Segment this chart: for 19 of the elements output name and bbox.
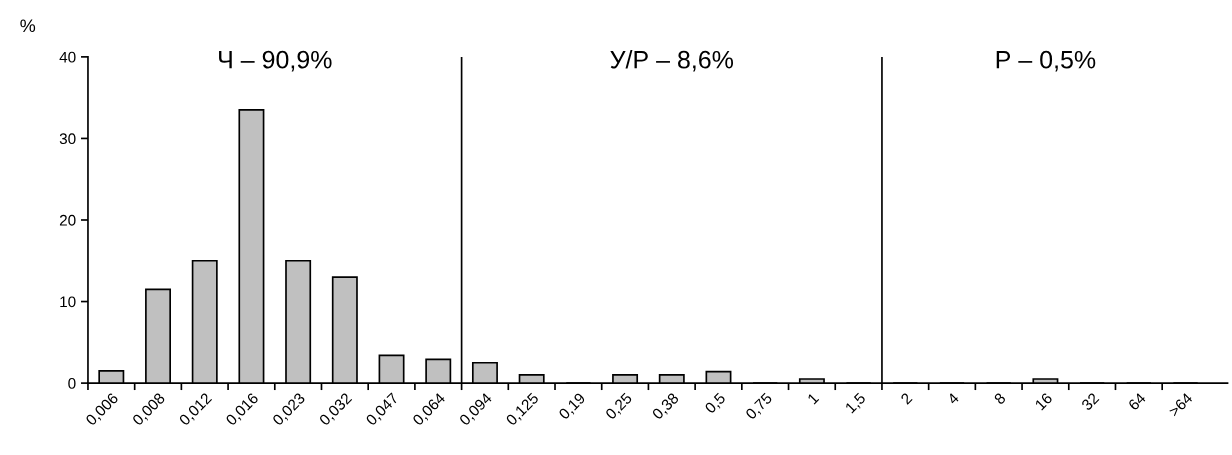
y-tick-label: 0: [68, 377, 76, 389]
y-tick-label: 20: [59, 214, 76, 226]
annotation: Р – 0,5%: [996, 50, 1096, 72]
x-tick-label: 16: [1034, 392, 1053, 411]
x-tick-label: 4: [946, 392, 960, 406]
x-tick-label: 64: [1127, 392, 1147, 411]
x-tick-label: >64: [1168, 392, 1194, 418]
y-tick-label: 30: [59, 133, 76, 145]
annotation: Ч – 90,9%: [219, 50, 332, 72]
y-tick-label: 10: [60, 296, 76, 308]
x-tick-label: 1,5: [844, 392, 868, 415]
x-tick-label: 32: [1080, 392, 1100, 411]
x-tick-label: 1: [807, 392, 820, 405]
x-tick-label: 2: [900, 392, 913, 405]
annotation: У/Р – 8,6%: [610, 50, 734, 72]
x-tick-label: 8: [993, 392, 1007, 405]
x-tick-label: 0,5: [704, 392, 728, 416]
y-tick-label: 40: [59, 51, 76, 63]
y-axis-title: %: [20, 19, 36, 33]
